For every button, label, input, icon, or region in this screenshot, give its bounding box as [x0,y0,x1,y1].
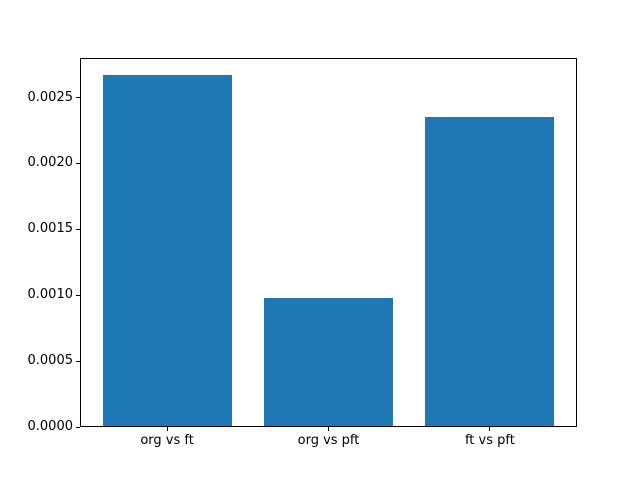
x-tick-mark [166,427,168,431]
y-tick-mark [76,294,80,296]
y-tick-label: 0.0010 [27,287,74,303]
y-tick-mark [76,360,80,362]
bar-org-vs-pft [264,297,394,427]
x-tick-label: org vs ft [140,433,194,448]
y-tick-mark [76,162,80,164]
y-tick-label: 0.0025 [27,89,74,105]
x-tick-mark [489,427,491,431]
y-tick-mark [76,97,80,98]
x-tick-label: org vs pft [297,433,360,448]
x-tick-label: ft vs pft [464,433,515,448]
x-tick-mark [328,427,329,431]
bar-org-vs-ft [102,75,232,427]
y-tick-label: 0.0020 [27,155,74,171]
bar-ft-vs-pft [425,117,555,427]
y-tick-label: 0.0005 [27,353,74,369]
y-tick-mark [76,426,80,428]
y-tick-label: 0.0000 [27,419,74,434]
y-tick-label: 0.0015 [27,221,74,237]
y-tick-mark [76,228,80,230]
plot-area [80,58,577,427]
